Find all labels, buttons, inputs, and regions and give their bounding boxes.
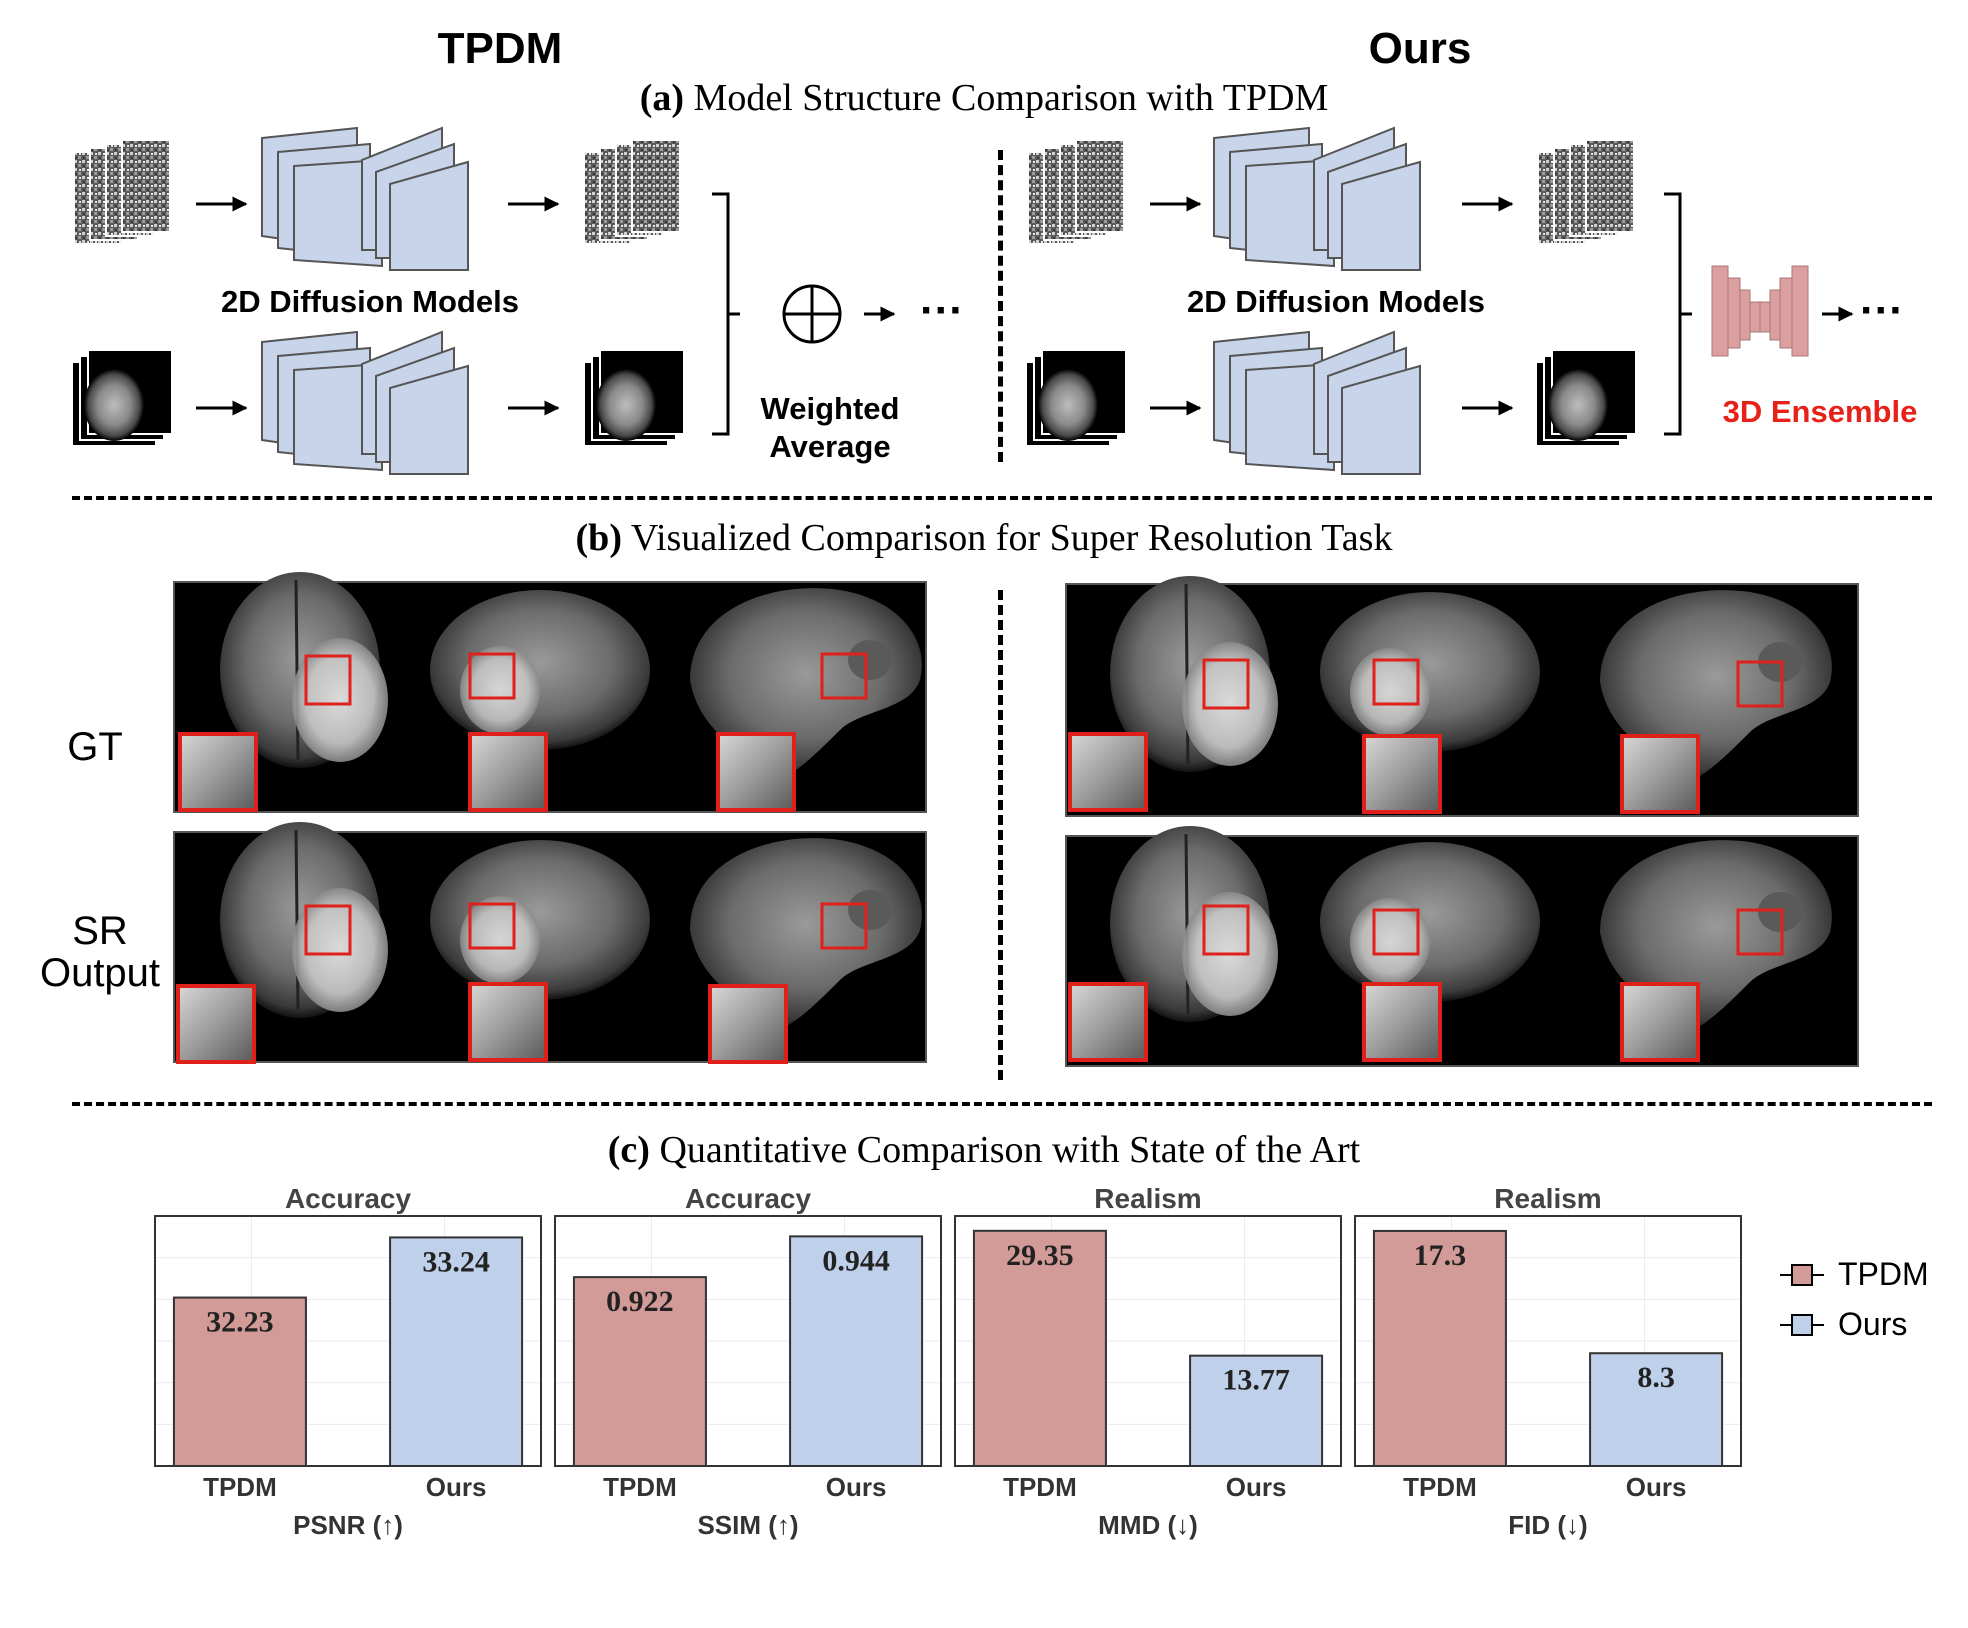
right-models-label: 2D Diffusion Models: [1187, 284, 1485, 319]
ours-sr-panel: [1065, 824, 1859, 1067]
row-label-sr-line2: Output: [39, 951, 161, 995]
unet-icon: [1213, 127, 1421, 271]
chart-frame: [954, 1215, 1342, 1467]
legend-swatch-tpdm: [1780, 1264, 1824, 1286]
brain-volume-input-icon: [71, 349, 173, 447]
tick-label: Ours: [426, 1472, 487, 1502]
noise-volume-output-icon: [583, 139, 681, 245]
data-label: 0.922: [606, 1285, 674, 1318]
ours-pipeline: [1025, 127, 1854, 475]
bar-ours: [1589, 1352, 1724, 1467]
data-label: 17.3: [1414, 1239, 1467, 1272]
legend-item-ours: Ours: [1780, 1306, 1960, 1356]
ensemble-label: 3D Ensemble: [1722, 394, 1918, 429]
legend-label-ours: Ours: [1838, 1306, 1908, 1342]
data-label: 0.944: [822, 1244, 890, 1277]
sr-visual-comparison: [173, 570, 1859, 1067]
right-heading: Ours: [1368, 24, 1472, 73]
bar-ours: [1189, 1354, 1324, 1468]
brain-volume-output-icon: [1535, 349, 1637, 447]
weighted-line1: Weighted: [760, 391, 900, 426]
bar-charts: Accuracy 32.23 TPDM 33.24 Ours PSNR (↑) Accura…: [154, 1183, 1742, 1540]
legend-swatch-ours: [1780, 1314, 1824, 1336]
bar-tpdm: [1372, 1229, 1507, 1468]
chart-title: Realism: [1094, 1183, 1201, 1214]
noise-volume-input-icon: [1027, 139, 1125, 245]
section-a-prefix: (a): [639, 77, 685, 119]
data-label: 8.3: [1637, 1361, 1675, 1394]
bar-tpdm: [172, 1296, 307, 1467]
unet-icon: [261, 127, 469, 271]
tick-label: Ours: [1226, 1472, 1287, 1502]
section-b-title: (b) Visualized Comparison for Super Reso…: [0, 516, 1968, 560]
tpdm-sr-panel: [173, 820, 927, 1064]
tick-label: Ours: [826, 1472, 887, 1502]
left-models-label: 2D Diffusion Models: [221, 284, 519, 319]
data-label: 13.77: [1222, 1364, 1290, 1397]
ours-gt-panel: [1065, 574, 1859, 817]
unet-icon: [261, 331, 469, 475]
x-axis-label: FID (↓): [1508, 1510, 1587, 1540]
section-b-divider: [998, 590, 1003, 1080]
tick-label: TPDM: [203, 1472, 277, 1502]
legend-label-tpdm: TPDM: [1838, 1256, 1929, 1292]
section-c-text: Quantitative Comparison with State of th…: [659, 1129, 1361, 1171]
brain-volume-output-icon: [583, 349, 685, 447]
noise-volume-input-icon: [73, 139, 171, 245]
chart-frame: [554, 1215, 942, 1467]
tick-label: Ours: [1626, 1472, 1687, 1502]
tick-label: TPDM: [1403, 1472, 1477, 1502]
chart-title: Accuracy: [285, 1183, 412, 1214]
section-a-divider: [998, 150, 1003, 462]
row-label-sr: SR Output: [30, 910, 170, 994]
data-label: 29.35: [1006, 1239, 1074, 1272]
data-label: 33.24: [422, 1245, 490, 1278]
tick-label: TPDM: [1003, 1472, 1077, 1502]
weighted-average-label: Weighted Average: [740, 390, 920, 466]
chart-frame: [154, 1215, 542, 1467]
x-axis-label: PSNR (↑): [293, 1510, 403, 1540]
bar-ours: [389, 1236, 524, 1467]
weighted-sum-icon: [782, 284, 842, 344]
section-c-prefix: (c): [607, 1129, 650, 1171]
ensemble-unet-icon: [1711, 265, 1809, 357]
chart-title: Realism: [1494, 1183, 1601, 1214]
section-a-text: Model Structure Comparison with TPDM: [693, 77, 1329, 119]
section-a-title: (a) Model Structure Comparison with TPDM: [0, 76, 1968, 120]
chart-title: Accuracy: [685, 1183, 812, 1214]
bar-tpdm: [972, 1229, 1107, 1468]
section-b-text: Visualized Comparison for Super Resoluti…: [630, 517, 1393, 559]
noise-volume-output-icon: [1537, 139, 1635, 245]
data-label: 32.23: [206, 1306, 274, 1339]
left-ellipsis: ···: [920, 286, 964, 335]
bar-ours: [789, 1235, 924, 1467]
architecture-diagram: [71, 127, 1854, 475]
section-c-title: (c) Quantitative Comparison with State o…: [0, 1128, 1968, 1172]
tpdm-gt-panel: [173, 570, 927, 813]
unet-icon: [1213, 331, 1421, 475]
weighted-line2: Average: [769, 429, 891, 464]
left-heading: TPDM: [437, 24, 563, 73]
bar-tpdm: [572, 1276, 707, 1467]
x-axis-label: MMD (↓): [1098, 1510, 1198, 1540]
tpdm-pipeline: [71, 127, 896, 475]
tick-label: TPDM: [603, 1472, 677, 1502]
legend: TPDM Ours: [1780, 1256, 1960, 1356]
section-divider-2: [72, 1102, 1932, 1106]
chart-frame: [1354, 1215, 1742, 1467]
row-label-gt: GT: [67, 725, 123, 769]
right-ellipsis: ···: [1860, 286, 1904, 335]
legend-item-tpdm: TPDM: [1780, 1256, 1960, 1306]
row-label-sr-line1: SR: [72, 909, 128, 953]
x-axis-label: SSIM (↑): [697, 1510, 798, 1540]
section-divider-1: [72, 496, 1932, 500]
brain-volume-input-icon: [1025, 349, 1127, 447]
section-b-prefix: (b): [575, 517, 622, 559]
